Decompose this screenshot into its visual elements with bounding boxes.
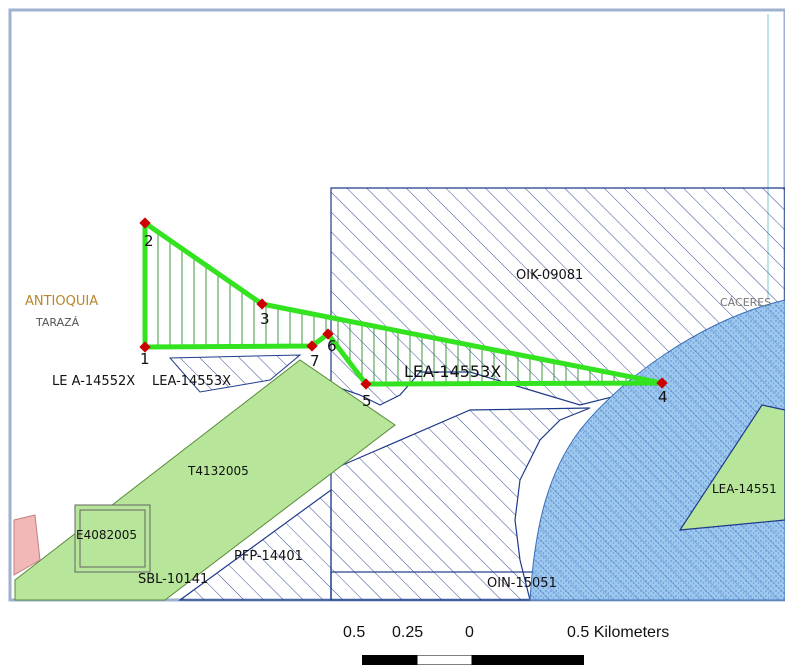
vertex-label-4: 4 bbox=[658, 388, 668, 406]
polygon-label-oik: OIK-09081 bbox=[516, 268, 584, 283]
polygon-pink bbox=[13, 514, 41, 576]
polygon-label-lea-main: LEA-14553X bbox=[404, 362, 502, 381]
scale-tick-c: 0 bbox=[465, 624, 474, 641]
vertex-6-marker bbox=[322, 328, 334, 340]
scale-bar-labels: 0.5 0.25 0 0.5 Kilometers bbox=[0, 624, 785, 644]
polygon-label-lea-left-b: LEA-14553X bbox=[152, 374, 232, 389]
vertex-markers bbox=[139, 217, 668, 390]
polygon-label-lea-right: LEA-14551 bbox=[712, 482, 777, 496]
polygon-label-oin: OIN-15051 bbox=[487, 576, 557, 591]
municipality-label-left: TARAZÁ bbox=[36, 316, 80, 329]
vertex-7-marker bbox=[306, 340, 318, 352]
vertex-label-3: 3 bbox=[260, 310, 270, 328]
scale-tick-d: 0.5 Kilometers bbox=[567, 624, 670, 641]
map-drawing bbox=[8, 8, 785, 602]
map-canvas[interactable]: ANTIOQUIA TARAZÁ CÁCERES OIK-09081 OIN-1… bbox=[0, 0, 785, 605]
vertex-label-6: 6 bbox=[327, 337, 337, 355]
polygon-e40-inner bbox=[79, 509, 146, 568]
scale-bar bbox=[362, 655, 584, 665]
scale-segment-1 bbox=[362, 655, 417, 665]
polygon-label-pfp: PFP-14401 bbox=[234, 549, 303, 564]
municipality-label-right: CÁCERES bbox=[720, 296, 772, 309]
department-label: ANTIOQUIA bbox=[25, 294, 99, 309]
vertex-1-marker bbox=[139, 341, 151, 353]
vertex-3-marker bbox=[256, 298, 268, 310]
polygon-label-t41: T4132005 bbox=[188, 464, 249, 478]
scale-tick-b: 0.25 bbox=[392, 624, 424, 641]
scale-segment-2 bbox=[416, 655, 473, 665]
vertex-label-1: 1 bbox=[140, 350, 150, 368]
scale-tick-a: 0.5 bbox=[343, 624, 366, 641]
polygon-pfp bbox=[178, 488, 332, 601]
polygon-label-sbl: SBL-10141 bbox=[138, 572, 209, 587]
vertex-label-7: 7 bbox=[310, 352, 320, 370]
vertex-5-marker bbox=[360, 378, 372, 390]
vertex-label-2: 2 bbox=[144, 232, 154, 250]
vertex-label-5: 5 bbox=[362, 392, 372, 410]
polygon-e40-outer bbox=[74, 504, 151, 573]
vertex-2-marker bbox=[139, 217, 151, 229]
vertex-4-marker bbox=[656, 377, 668, 389]
scale-segment-3 bbox=[472, 655, 584, 665]
polygon-lea-right bbox=[678, 404, 785, 531]
claim-polygon bbox=[142, 220, 665, 387]
polygon-lea-left bbox=[168, 354, 302, 393]
polygon-label-lea-left-a: LE A-14552X bbox=[52, 374, 136, 389]
polygon-label-e40: E4082005 bbox=[76, 528, 138, 542]
